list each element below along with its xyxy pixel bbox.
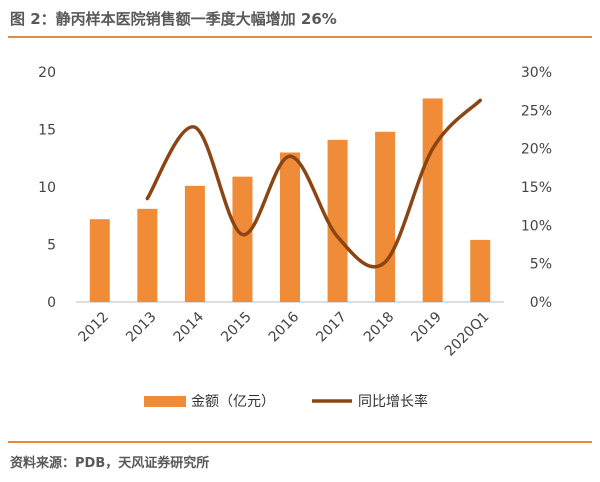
x-axis-tick-label: 2019 — [408, 309, 445, 346]
legend-line-label: 同比增长率 — [358, 393, 428, 410]
x-axis-tick-label: 2015 — [218, 309, 255, 346]
bar — [470, 239, 491, 302]
bar — [137, 208, 158, 302]
x-axis-tick-label: 2013 — [123, 309, 160, 346]
left-axis-tick-label: 10 — [38, 180, 56, 196]
x-axis-tick-label: 2018 — [361, 309, 398, 346]
line-series — [145, 98, 482, 269]
left-axis-tick-label: 20 — [38, 65, 56, 81]
bar — [375, 131, 396, 302]
left-axis-tick-label: 15 — [38, 123, 56, 139]
bar — [184, 185, 205, 302]
bar-series — [89, 98, 491, 302]
x-axis-tick-label: 2017 — [313, 309, 350, 346]
bottom-divider — [8, 441, 592, 443]
left-axis-tick-label: 0 — [47, 295, 56, 311]
right-axis-tick-label: 5% — [530, 257, 552, 273]
x-axis-tick-label: 2020Q1 — [442, 309, 493, 360]
left-axis-tick-label: 5 — [47, 238, 56, 254]
figure-title: 图 2：静丙样本医院销售额一季度大幅增加 26% — [10, 10, 337, 28]
bar — [280, 152, 300, 302]
right-axis-tick-label: 20% — [521, 142, 552, 158]
bar — [89, 219, 110, 302]
left-axis: 0 5 10 15 20 — [38, 65, 56, 311]
right-axis-tick-label: 10% — [521, 218, 552, 234]
bar — [327, 139, 348, 302]
right-axis-tick-label: 0% — [530, 295, 552, 311]
x-axis-tick-label: 2014 — [171, 309, 208, 346]
x-axis-tick-label: 2016 — [266, 309, 303, 346]
right-axis-tick-label: 30% — [521, 65, 552, 81]
growth-line — [145, 98, 482, 269]
bar — [422, 98, 443, 302]
x-axis-tick-label: 2012 — [76, 309, 113, 346]
bar — [232, 176, 253, 302]
right-axis-tick-label: 25% — [521, 103, 552, 119]
legend: 金额（亿元） 同比增长率 — [144, 393, 428, 410]
legend-bar-label: 金额（亿元） — [191, 394, 275, 410]
right-axis-tick-label: 15% — [521, 180, 552, 196]
source-note: 资料来源：PDB，天风证券研究所 — [10, 456, 210, 471]
right-axis: 0% 5% 10% 15% 20% 25% 30% — [521, 65, 552, 311]
legend-bar-swatch — [144, 396, 186, 407]
top-divider — [8, 36, 592, 38]
